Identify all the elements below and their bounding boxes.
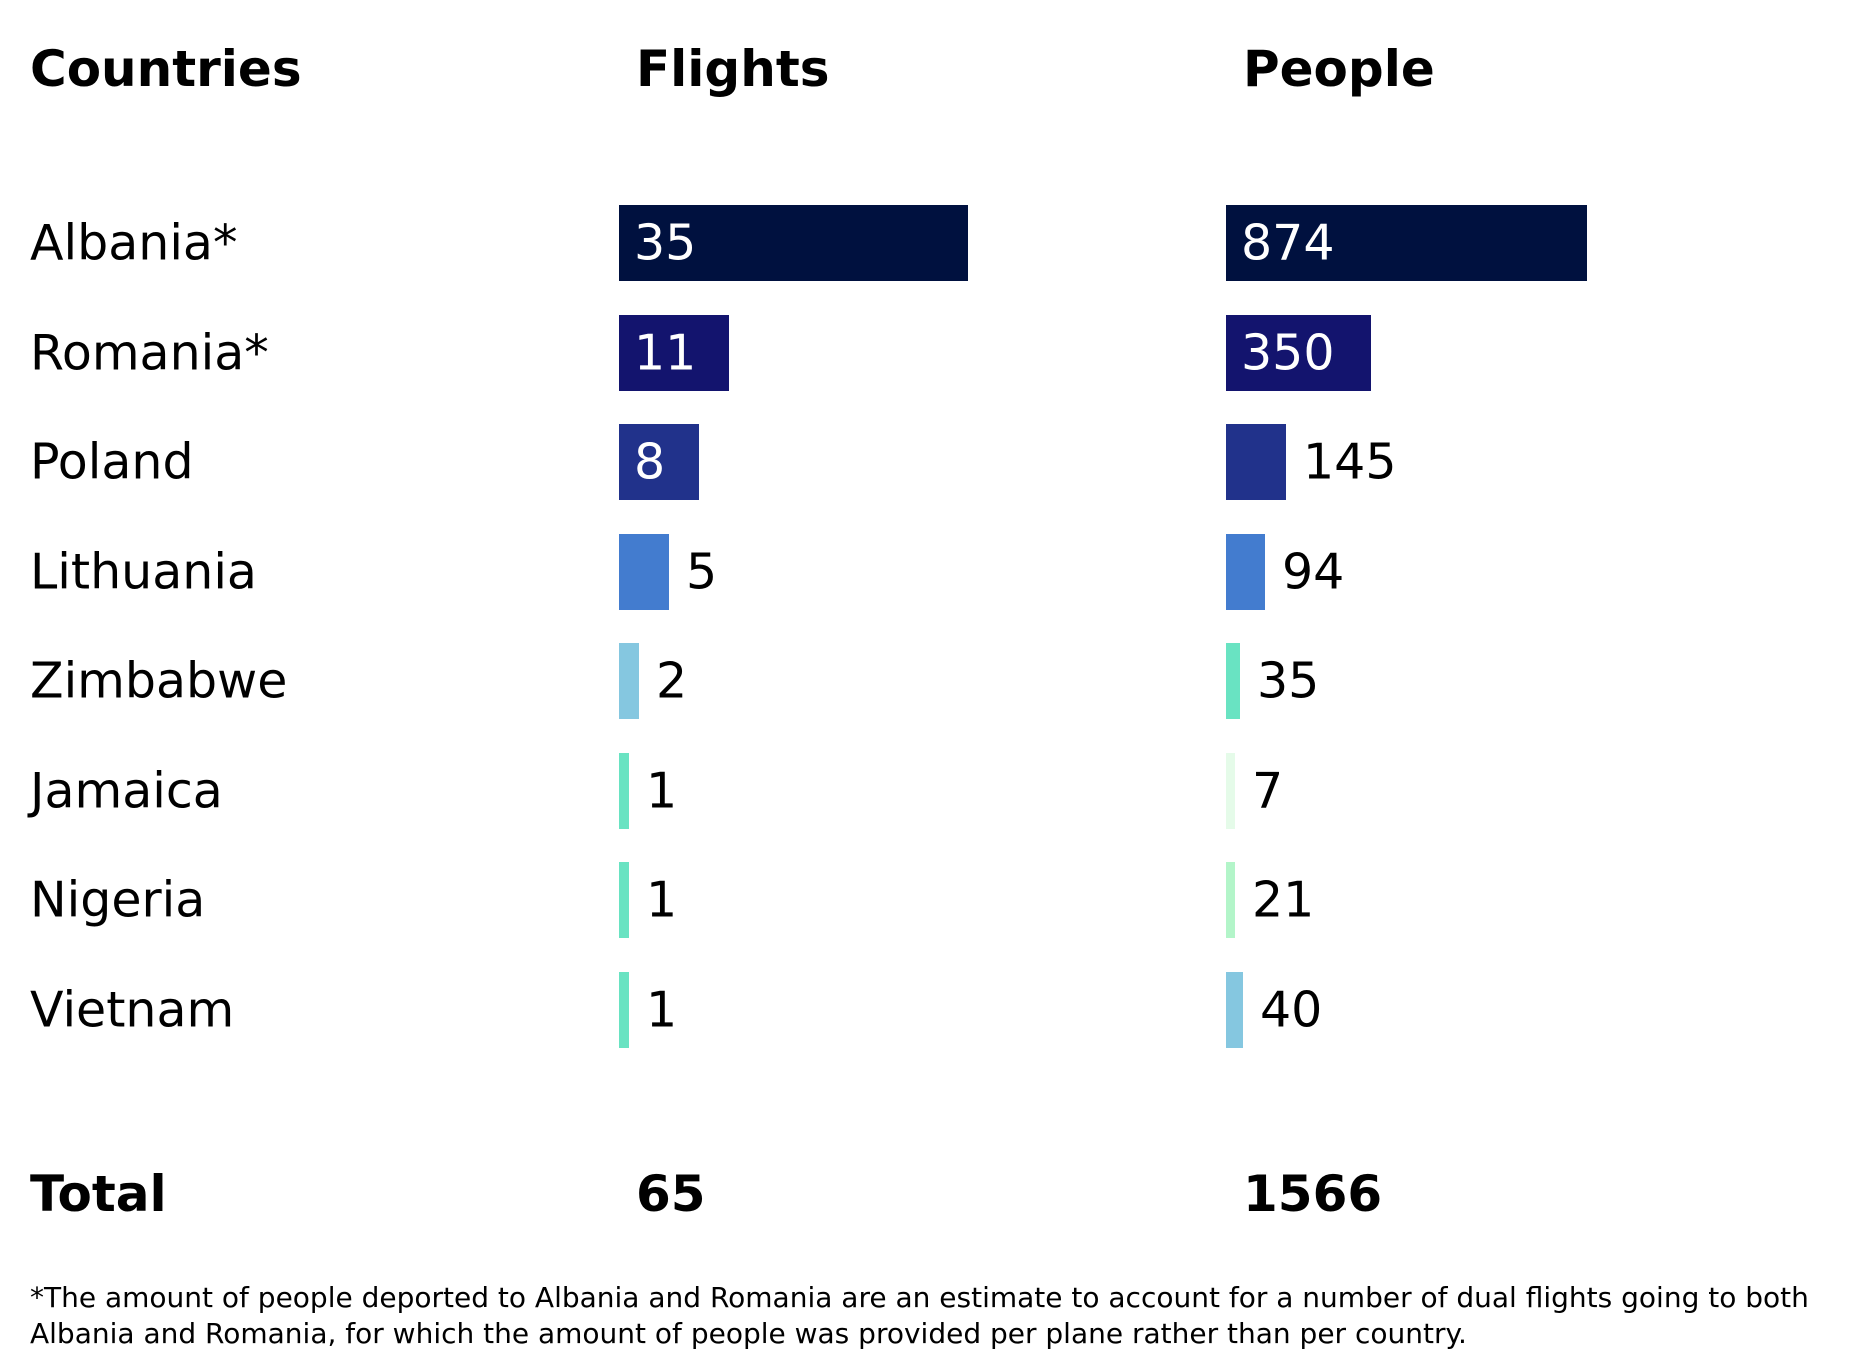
people-value-label: 145 bbox=[1303, 433, 1397, 491]
country-label: Poland bbox=[30, 433, 194, 491]
flights-bar bbox=[619, 643, 639, 719]
country-label: Lithuania bbox=[30, 543, 257, 600]
people-bar bbox=[1226, 862, 1235, 938]
people-bar bbox=[1226, 314, 1371, 391]
header-people: People bbox=[1243, 40, 1435, 98]
flights-bar bbox=[619, 205, 968, 281]
country-label: Romania* bbox=[30, 324, 269, 381]
flights-value-label: 1 bbox=[646, 871, 678, 929]
country-label: Albania* bbox=[30, 214, 238, 272]
flights-value-label: 2 bbox=[656, 652, 688, 710]
people-value-label: 40 bbox=[1260, 981, 1323, 1038]
total-label: Total bbox=[30, 1165, 167, 1223]
people-value-label: 21 bbox=[1252, 871, 1315, 929]
flights-value-label: 1 bbox=[646, 762, 678, 819]
flights-value-label: 8 bbox=[634, 433, 666, 491]
flights-bar bbox=[619, 971, 629, 1048]
country-label: Nigeria bbox=[30, 871, 206, 929]
flights-bar bbox=[619, 862, 629, 938]
flights-value-label: 35 bbox=[634, 214, 697, 272]
people-bar bbox=[1226, 533, 1265, 610]
total-people: 1566 bbox=[1243, 1165, 1383, 1223]
flights-value-label: 5 bbox=[686, 543, 718, 600]
flights-value-label: 11 bbox=[634, 324, 697, 381]
country-label: Vietnam bbox=[30, 981, 235, 1038]
people-value-label: 94 bbox=[1282, 543, 1345, 600]
people-value-label: 35 bbox=[1257, 652, 1320, 710]
flights-bar bbox=[619, 533, 669, 610]
people-bar bbox=[1226, 643, 1240, 719]
flights-bar bbox=[619, 314, 729, 391]
people-bar bbox=[1226, 424, 1286, 500]
people-bar bbox=[1226, 205, 1587, 281]
people-bar bbox=[1226, 752, 1235, 829]
people-value-label: 874 bbox=[1241, 214, 1335, 272]
header-countries: Countries bbox=[30, 40, 302, 98]
header-flights: Flights bbox=[636, 40, 830, 98]
flights-value-label: 1 bbox=[646, 981, 678, 1038]
total-flights: 65 bbox=[636, 1165, 706, 1223]
footnote: *The amount of people deported to Albani… bbox=[30, 1281, 1809, 1350]
people-value-label: 7 bbox=[1252, 762, 1284, 819]
country-label: Zimbabwe bbox=[30, 652, 288, 710]
country-label: Jamaica bbox=[30, 762, 223, 819]
people-bar bbox=[1226, 971, 1243, 1048]
people-value-label: 350 bbox=[1241, 324, 1335, 381]
flights-bar bbox=[619, 424, 699, 500]
flights-bar bbox=[619, 752, 629, 829]
